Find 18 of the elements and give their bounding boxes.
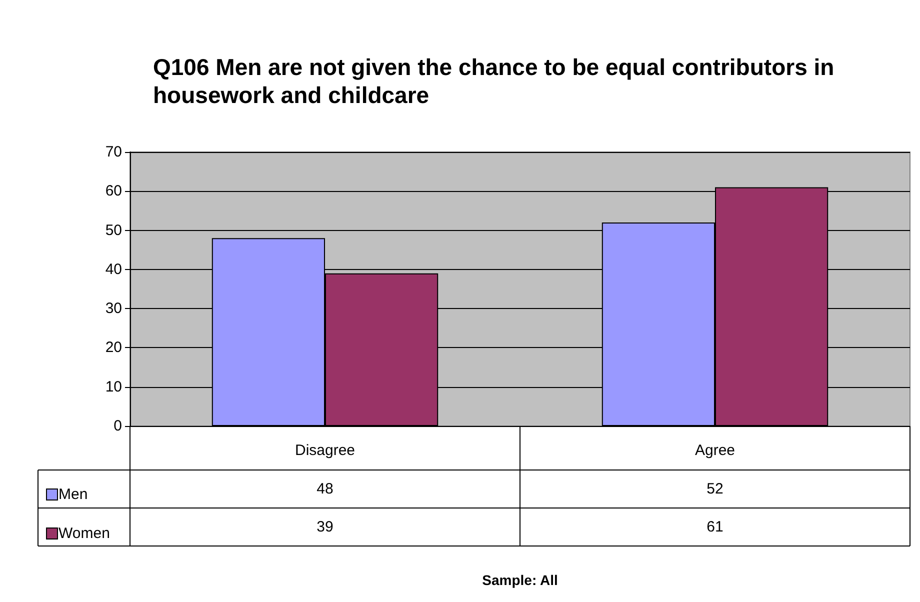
y-tick-label: 10 [105, 378, 122, 396]
legend-label: Women [58, 525, 110, 542]
y-tick-label: 20 [105, 339, 122, 356]
y-tick-label: 30 [105, 300, 122, 318]
y-tick-label: 50 [105, 222, 122, 239]
data-label: 52 [706, 480, 724, 498]
legend-label: Men [58, 486, 88, 503]
y-tick-label: 60 [105, 182, 122, 200]
data-label: 61 [706, 518, 724, 536]
x-tick-label: Disagree [294, 442, 356, 459]
data-label: 39 [316, 518, 334, 536]
x-tick-label: Agree [694, 442, 736, 459]
chart-title: Q106 Men are not given the chance to be equal contributors in housework and childcare [153, 54, 841, 108]
text: Sample: All [482, 572, 558, 588]
y-tick-label: 0 [114, 418, 122, 434]
data-label: 48 [316, 480, 334, 498]
y-tick-label: 70 [105, 144, 122, 160]
y-tick-label: 40 [105, 260, 122, 278]
